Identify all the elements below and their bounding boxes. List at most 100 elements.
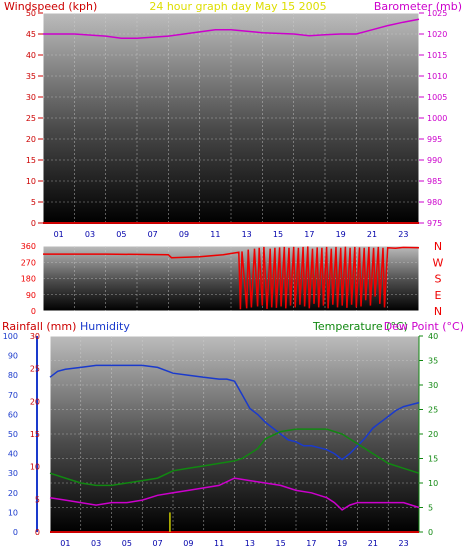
hour-tick-label: 17: [306, 539, 316, 548]
direction-compass-label: S: [435, 273, 442, 286]
barometer-tick-label: 1000: [427, 114, 447, 123]
rainfall-tick-label: 5: [35, 495, 40, 504]
hour-tick-label: 23: [399, 539, 409, 548]
humidity-tick-label: 40: [8, 450, 18, 459]
barometer-tick-label: 1005: [427, 93, 447, 102]
windspeed-tick-label: 45: [26, 30, 36, 39]
windspeed-tick-label: 0: [31, 219, 36, 228]
direction-degree-ticks: 0 90 180 270 360: [21, 242, 36, 316]
direction-compass-label: E: [435, 289, 442, 302]
hour-tick-label: 21: [368, 539, 378, 548]
hour-tick-label: 01: [54, 230, 64, 239]
windspeed-tick-label: 20: [26, 135, 36, 144]
direction-compass-label: W: [433, 256, 444, 269]
panel3-grid: [50, 336, 419, 532]
humidity-tick-label: 0: [13, 528, 18, 537]
windspeed-ticks: 0 5 10 15 20 25 30 35 40 45 50: [26, 9, 43, 228]
windspeed-tick-label: 15: [26, 156, 36, 165]
chart-title: 24 hour graph day May 15 2005: [149, 0, 326, 13]
humidity-tick-label: 30: [8, 469, 18, 478]
humidity-tick-label: 60: [8, 410, 18, 419]
barometer-tick-label: 1025: [427, 9, 447, 18]
hour-tick-label: 01: [60, 539, 70, 548]
hour-tick-label: 15: [276, 539, 286, 548]
panel1-hour-ticks: 01 03 05 07 09 11 13 15 17 19 21 23: [54, 230, 409, 239]
humidity-tick-label: 50: [8, 430, 18, 439]
humidity-tick-label: 20: [8, 489, 18, 498]
dewpoint-line: [49, 477, 420, 511]
windspeed-tick-label: 25: [26, 114, 36, 123]
temperature-line: [49, 428, 420, 487]
humidity-tick-label: 80: [8, 371, 18, 380]
hour-tick-label: 11: [210, 230, 220, 239]
windspeed-tick-label: 35: [26, 72, 36, 81]
wind-direction-line: [43, 246, 420, 310]
rainfall-tick-label: 0: [35, 528, 40, 537]
barometer-tick-label: 980: [427, 198, 442, 207]
hour-tick-label: 19: [336, 230, 346, 239]
hour-tick-label: 07: [148, 230, 158, 239]
rainfall-tick-label: 15: [30, 430, 40, 439]
temperature-tick-label: 30: [428, 381, 438, 390]
direction-degree-label: 270: [21, 258, 36, 267]
rainfall-tick-label: 10: [30, 463, 40, 472]
windspeed-tick-label: 10: [26, 177, 36, 186]
barometer-tick-label: 1020: [427, 30, 447, 39]
direction-compass-label: N: [434, 305, 442, 318]
humidity-line: [49, 364, 420, 461]
hour-tick-label: 09: [183, 539, 193, 548]
barometer-tick-label: 975: [427, 219, 442, 228]
barometer-axis-label: Barometer (mb): [374, 0, 462, 13]
rainfall-ticks: 0 5 10 15 20 25 30: [30, 332, 40, 537]
direction-degree-label: 180: [21, 275, 36, 284]
hour-tick-label: 21: [367, 230, 377, 239]
barometer-tick-label: 995: [427, 135, 442, 144]
rainfall-tick-label: 20: [30, 397, 40, 406]
temperature-ticks: 0 5 10 15 20 25 30 35 40: [418, 332, 438, 537]
hour-tick-label: 09: [179, 230, 189, 239]
hour-tick-label: 13: [245, 539, 255, 548]
dewpoint-axis-label: Dew Point (°C): [384, 320, 464, 333]
barometer-tick-label: 985: [427, 177, 442, 186]
temperature-axis-label: Temperature (°C): [312, 320, 408, 333]
windspeed-tick-label: 40: [26, 51, 36, 60]
windspeed-tick-label: 50: [26, 9, 36, 18]
hour-tick-label: 03: [91, 539, 101, 548]
barometer-tick-label: 1015: [427, 51, 447, 60]
rainfall-axis-label: Rainfall (mm): [2, 320, 76, 333]
panel2-series: [43, 246, 420, 310]
rainfall-tick-label: 25: [30, 365, 40, 374]
direction-degree-label: 0: [31, 307, 36, 316]
panel3-hour-ticks: 01 03 05 07 09 11 13 15 17 19 21 23: [60, 539, 408, 548]
hour-tick-label: 11: [214, 539, 224, 548]
humidity-tick-label: 70: [8, 391, 18, 400]
direction-degree-label: 90: [26, 291, 36, 300]
temperature-tick-label: 25: [428, 406, 438, 415]
hour-tick-label: 19: [337, 539, 347, 548]
hour-tick-label: 05: [122, 539, 132, 548]
humidity-tick-label: 100: [3, 332, 18, 341]
hour-tick-label: 07: [153, 539, 163, 548]
panel3-series: [49, 364, 420, 533]
temperature-tick-label: 10: [428, 479, 438, 488]
barometer-ticks: 975 980 985 990 995 1000 1005 1010 1015 1020 1025: [419, 9, 447, 228]
hour-tick-label: 13: [242, 230, 252, 239]
windspeed-axis-label: Windspeed (kph): [4, 0, 97, 13]
hour-tick-label: 03: [85, 230, 95, 239]
direction-compass-label: N: [434, 240, 442, 253]
panel1-grid: [43, 13, 419, 223]
temperature-tick-label: 20: [428, 430, 438, 439]
rainfall-tick-label: 30: [30, 332, 40, 341]
temperature-tick-label: 35: [428, 357, 438, 366]
humidity-tick-label: 90: [8, 352, 18, 361]
windspeed-tick-label: 5: [31, 198, 36, 207]
hour-tick-label: 05: [116, 230, 126, 239]
temperature-tick-label: 40: [428, 332, 438, 341]
temperature-tick-label: 5: [428, 504, 433, 513]
barometer-tick-label: 1010: [427, 72, 447, 81]
hour-tick-label: 17: [304, 230, 314, 239]
hour-tick-label: 15: [273, 230, 283, 239]
